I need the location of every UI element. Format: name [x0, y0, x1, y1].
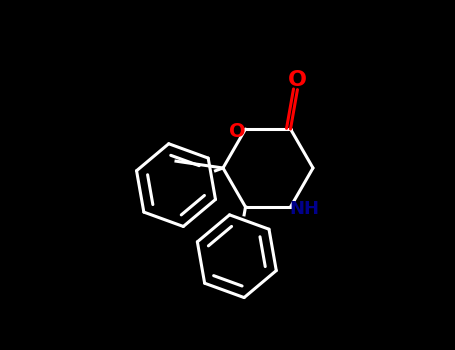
Text: O: O — [229, 121, 246, 141]
Text: O: O — [288, 70, 307, 90]
Text: NH: NH — [289, 200, 319, 218]
